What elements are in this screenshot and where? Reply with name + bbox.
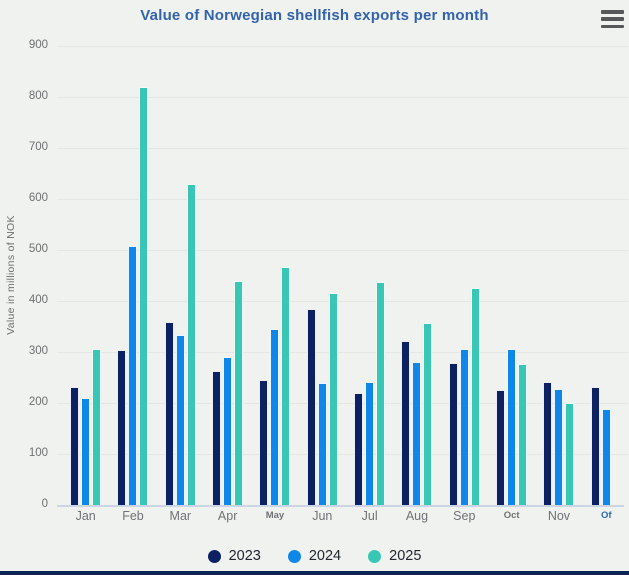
bar-2024-jul[interactable]	[365, 381, 375, 505]
bar-2024-feb[interactable]	[128, 246, 138, 505]
bar-2023-apr[interactable]	[212, 371, 222, 505]
bar-2024-may[interactable]	[270, 329, 280, 505]
legend-dot-2023	[207, 549, 221, 563]
bar-2023-mar[interactable]	[164, 322, 174, 505]
bar-2023-of[interactable]	[590, 386, 600, 505]
y-tick-label: 400	[28, 294, 48, 306]
bar-2024-apr[interactable]	[223, 357, 233, 505]
y-tick-label: 800	[28, 90, 48, 102]
bar-2023-oct[interactable]	[496, 390, 506, 505]
bar-2025-may[interactable]	[281, 266, 291, 505]
gridline	[57, 352, 628, 353]
bars-layer	[0, 46, 629, 505]
bar-2023-feb[interactable]	[117, 350, 127, 505]
gridline	[57, 250, 628, 251]
bar-2024-jun[interactable]	[317, 382, 327, 505]
y-tick-label: 900	[28, 39, 48, 51]
bar-2025-apr[interactable]	[234, 280, 244, 505]
bar-2023-aug[interactable]	[401, 340, 411, 505]
gridline	[57, 148, 628, 149]
bar-2025-jan[interactable]	[92, 349, 102, 505]
y-tick-label: 300	[28, 345, 48, 357]
chart-title: Value of Norwegian shellfish exports per…	[140, 7, 489, 24]
bar-2024-of[interactable]	[601, 409, 611, 505]
gridline	[57, 301, 628, 302]
bar-2025-oct[interactable]	[518, 363, 528, 505]
x-tick-label-nov: Nov	[547, 509, 571, 523]
x-tick-label-sep: Sep	[453, 509, 476, 523]
x-tick-label-mar: Mar	[169, 509, 192, 523]
legend-dot-2024	[287, 549, 301, 563]
x-tick-label-jul: Jul	[361, 509, 378, 523]
menu-bar	[601, 17, 624, 21]
bar-2025-mar[interactable]	[186, 183, 196, 505]
bar-2025-feb[interactable]	[139, 86, 149, 505]
legend-dot-2025	[368, 549, 382, 563]
bar-2023-sep[interactable]	[448, 363, 458, 505]
gridline	[57, 454, 628, 455]
y-tick-label: 200	[28, 396, 48, 408]
menu-bar	[601, 10, 624, 14]
x-tick-label-of: Of	[601, 510, 612, 521]
bar-2024-sep[interactable]	[459, 349, 469, 505]
bar-2024-jan[interactable]	[81, 397, 91, 505]
x-tick-label-apr: Apr	[217, 509, 238, 523]
bar-2024-aug[interactable]	[412, 362, 422, 505]
plot-area	[57, 46, 628, 507]
bar-2025-aug[interactable]	[423, 322, 433, 505]
bar-2024-oct[interactable]	[507, 349, 517, 505]
legend: 2023 2024 2025	[0, 548, 629, 564]
gridline	[57, 403, 628, 404]
y-tick-label: 100	[28, 447, 48, 459]
gridline	[57, 199, 628, 200]
x-tick-label-jan: Jan	[75, 509, 96, 523]
bar-2025-sep[interactable]	[470, 288, 480, 505]
menu-bar	[601, 24, 624, 28]
y-tick-label: 700	[28, 141, 48, 153]
gridline	[57, 46, 628, 47]
bar-2023-may[interactable]	[259, 380, 269, 505]
x-tick-label-aug: Aug	[405, 509, 429, 523]
bar-2025-nov[interactable]	[565, 403, 575, 505]
bar-2025-jun[interactable]	[328, 293, 338, 505]
bar-2024-mar[interactable]	[175, 335, 185, 505]
y-tick-label: 600	[28, 192, 48, 204]
legend-label: 2025	[389, 548, 422, 564]
bar-2025-jul[interactable]	[376, 282, 386, 505]
bar-2023-jan[interactable]	[70, 386, 80, 505]
bar-2024-nov[interactable]	[554, 389, 564, 505]
legend-item-2023[interactable]: 2023	[207, 548, 261, 564]
bar-2023-jul[interactable]	[354, 392, 364, 505]
y-tick-label: 500	[28, 243, 48, 255]
legend-label: 2023	[228, 548, 261, 564]
bar-2023-jun[interactable]	[306, 308, 316, 505]
legend-label: 2024	[308, 548, 342, 564]
gridline	[57, 97, 628, 98]
legend-item-2024[interactable]: 2024	[287, 548, 342, 564]
x-tick-label-jun: Jun	[312, 509, 333, 523]
legend-item-2025[interactable]: 2025	[368, 548, 421, 564]
y-tick-label: 0	[41, 498, 48, 510]
x-tick-label-oct: Oct	[503, 510, 520, 521]
bar-2023-nov[interactable]	[543, 381, 553, 505]
x-tick-label-feb: Feb	[122, 509, 144, 523]
x-axis-labels: Jan Feb Mar Apr May Jun Jul Aug Sep Oct Nov Of	[0, 509, 629, 529]
bottom-accent-bar	[0, 571, 629, 575]
hamburger-menu-icon[interactable]	[601, 10, 624, 28]
x-tick-label-may: May	[265, 510, 285, 521]
